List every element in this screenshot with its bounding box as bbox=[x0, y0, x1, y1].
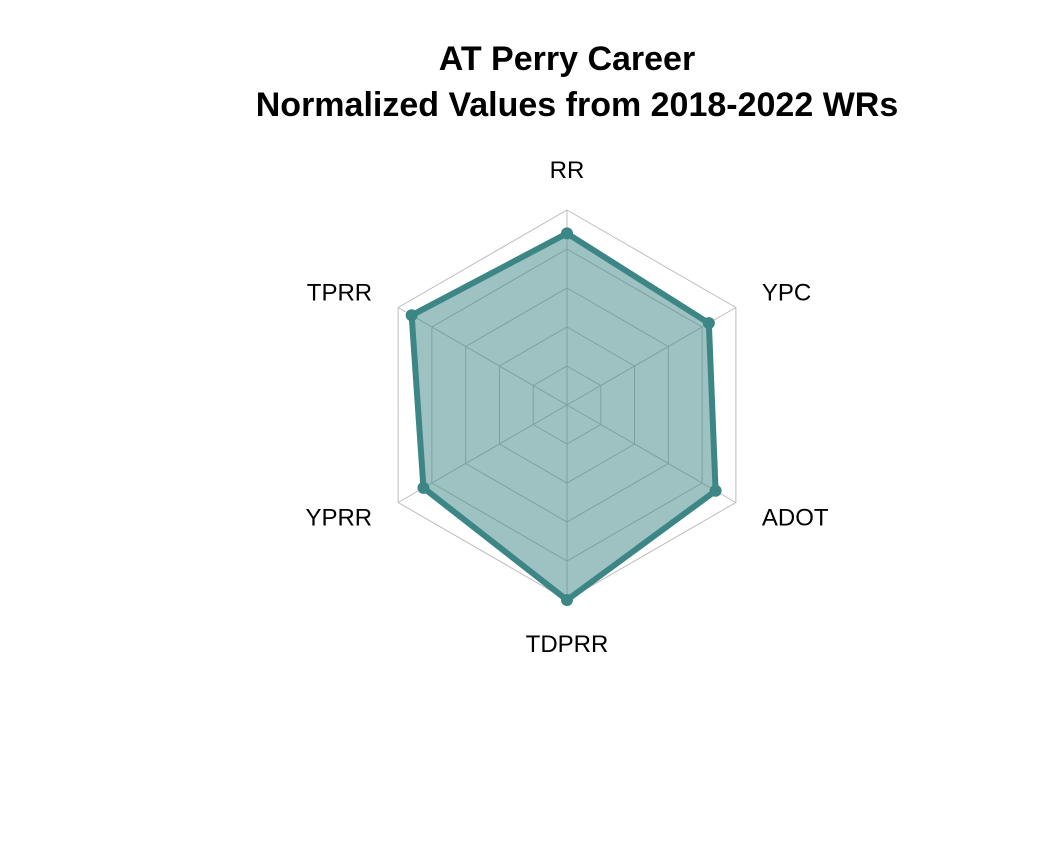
data-point-yprr bbox=[417, 481, 430, 494]
data-point-tdprr bbox=[561, 594, 573, 606]
axis-label-yprr: YPRR bbox=[305, 505, 372, 532]
chart-subtitle: Normalized Values from 2018-2022 WRs bbox=[256, 86, 899, 124]
data-point-rr bbox=[561, 227, 573, 240]
radar-series bbox=[405, 227, 722, 606]
data-point-adot bbox=[709, 484, 722, 497]
chart-title: AT Perry Career bbox=[439, 40, 695, 78]
series-polygon-0 bbox=[408, 230, 719, 603]
axis-label-adot: ADOT bbox=[762, 505, 829, 532]
axis-label-ypc: YPC bbox=[762, 280, 811, 307]
axis-label-tprr: TPRR bbox=[307, 280, 372, 307]
data-point-tprr bbox=[405, 309, 418, 322]
data-point-ypc bbox=[702, 317, 715, 330]
axis-label-tdprr: TDPRR bbox=[526, 631, 609, 658]
axis-label-rr: RR bbox=[550, 157, 585, 184]
axis-labels: RR YPC ADOT TDPRR YPRR TPRR bbox=[305, 157, 828, 658]
